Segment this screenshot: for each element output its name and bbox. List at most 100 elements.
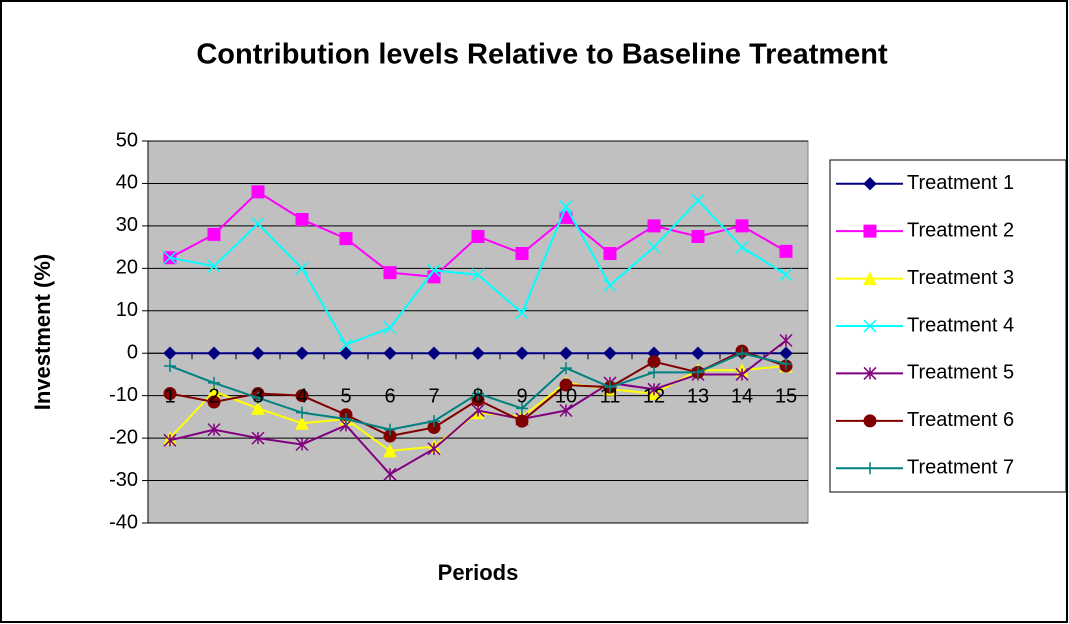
y-tick-label: 30 (116, 214, 138, 236)
legend-marker (863, 177, 877, 191)
data-point (251, 431, 265, 445)
data-point (295, 416, 309, 430)
x-tick-label: 12 (643, 386, 665, 408)
legend-label: Treatment 2 (907, 219, 1014, 241)
data-point (339, 232, 353, 246)
data-point (559, 403, 573, 418)
data-point (647, 355, 661, 369)
legend-marker (863, 319, 877, 333)
y-tick-label: 0 (127, 342, 138, 364)
data-point (164, 359, 176, 372)
data-point (295, 389, 309, 403)
data-point (163, 433, 177, 447)
data-point (779, 268, 793, 282)
data-point (515, 414, 529, 428)
x-tick-label: 10 (555, 386, 577, 408)
data-point (692, 366, 704, 379)
x-tick-label: 9 (516, 386, 527, 408)
y-tick-label: -10 (109, 384, 138, 406)
data-point (339, 346, 353, 360)
data-point (559, 378, 573, 392)
data-point (207, 395, 221, 409)
data-point (251, 185, 265, 199)
data-point (208, 376, 220, 389)
data-point (295, 261, 309, 275)
x-tick-label: 4 (296, 386, 307, 408)
data-point (207, 259, 221, 273)
data-point (428, 415, 440, 428)
data-point (647, 382, 661, 396)
data-point (383, 443, 397, 458)
data-point (560, 362, 572, 375)
y-tick-label: 40 (116, 172, 138, 194)
data-point (515, 306, 529, 320)
data-point (603, 278, 617, 292)
legend-label: Treatment 6 (907, 409, 1014, 431)
data-point (471, 346, 485, 360)
data-point (295, 346, 309, 360)
data-point (780, 357, 792, 370)
legend-marker (863, 414, 877, 428)
data-point (735, 240, 749, 254)
x-axis-label: Periods (438, 560, 519, 585)
data-point (515, 346, 529, 360)
data-point (427, 442, 441, 456)
data-point (383, 346, 397, 360)
x-tick-label: 13 (687, 386, 709, 408)
y-tick-label: -30 (109, 469, 138, 491)
chart-title: Contribution levels Relative to Baseline… (196, 39, 888, 71)
plot-area (147, 140, 809, 524)
legend-marker (863, 224, 877, 238)
data-point (383, 467, 397, 481)
legend-marker (863, 366, 877, 380)
x-tick-label: 3 (252, 386, 263, 408)
legend-label: Treatment 4 (907, 314, 1014, 336)
y-tick-label: -40 (109, 511, 138, 533)
data-point (648, 366, 660, 379)
data-point (516, 402, 528, 415)
data-point (295, 437, 309, 452)
legend-label: Treatment 3 (907, 267, 1014, 289)
data-point (779, 244, 793, 258)
data-point (427, 346, 441, 360)
y-axis-label: Investment (%) (30, 254, 55, 410)
x-tick-label: 2 (208, 386, 219, 408)
x-tick-label: 6 (384, 386, 395, 408)
data-point (647, 219, 661, 233)
data-point (472, 387, 484, 400)
x-tick-label: 8 (472, 386, 483, 408)
data-point (252, 391, 264, 404)
data-point (207, 346, 221, 360)
data-point (384, 423, 396, 436)
y-tick-label: 10 (116, 299, 138, 321)
data-point (735, 367, 749, 381)
data-point (163, 346, 177, 360)
data-point (647, 240, 661, 254)
legend-label: Treatment 1 (907, 172, 1014, 194)
data-point (691, 230, 705, 243)
data-point (251, 217, 265, 231)
data-point (295, 213, 309, 227)
data-point (251, 401, 265, 415)
data-point (427, 263, 441, 277)
x-tick-label: 1 (164, 386, 175, 408)
data-point (603, 246, 617, 260)
data-point (163, 251, 177, 265)
data-point (779, 333, 793, 348)
x-tick-label: 14 (731, 386, 753, 408)
data-point (736, 347, 748, 360)
legend-label: Treatment 5 (907, 362, 1014, 384)
y-tick-label: 50 (116, 129, 138, 151)
data-point (207, 227, 221, 241)
data-point (339, 338, 353, 352)
legend-marker (863, 271, 877, 286)
data-point (735, 219, 749, 233)
legend-marker (864, 462, 876, 475)
legend-label: Treatment 7 (907, 457, 1014, 479)
x-tick-label: 5 (340, 386, 351, 408)
x-tick-label: 11 (600, 386, 621, 408)
data-point (383, 429, 397, 443)
data-point (340, 413, 352, 426)
data-point (251, 346, 265, 360)
data-point (296, 406, 308, 419)
